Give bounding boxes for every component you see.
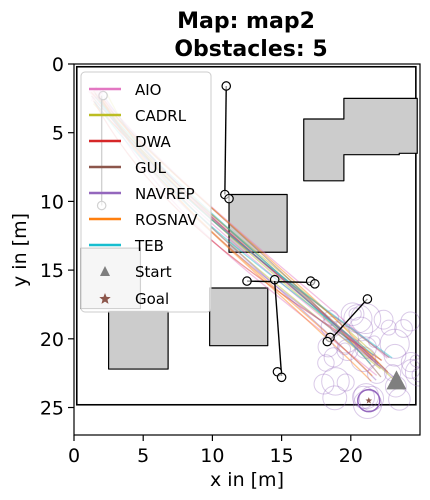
goal-marker	[365, 397, 373, 404]
navrep-loop-3	[323, 347, 344, 368]
y-tick-label-2: 10	[40, 191, 64, 213]
y-axis-ticks: 0 5 10 15 20 25	[40, 54, 74, 420]
y-tick-label-3: 15	[40, 260, 64, 282]
dynamic-obstacle-marker-0-2	[224, 193, 234, 204]
dynamic-obstacle-marker-3-1	[322, 336, 333, 347]
navrep-loop-24	[380, 319, 397, 336]
navrep-loop-33	[336, 339, 359, 361]
navrep-loop-11	[400, 352, 420, 373]
legend-box	[80, 71, 212, 313]
navrep-loop-28	[336, 373, 355, 392]
navrep-loop-19	[367, 364, 387, 384]
dynamic-obstacle-marker-3-2	[362, 294, 373, 304]
dynamic-obstacle-path-0	[224, 85, 227, 195]
x-tick-label-2: 10	[200, 445, 224, 467]
x-axis-label: x in [m]	[210, 469, 284, 491]
navrep-loop-4	[313, 373, 335, 395]
legend-label-navrep: NAVREP	[135, 185, 195, 203]
legend-label-gul: GUL	[135, 159, 167, 177]
x-tick-label-1: 5	[137, 445, 149, 467]
navrep-loop-31	[351, 385, 376, 409]
navrep-loop-9	[340, 302, 365, 327]
map-border	[75, 65, 417, 406]
chart-title-line1: Map: map2	[177, 9, 315, 34]
dynamic-obstacle-marker-0-0	[221, 81, 232, 91]
navrep-loop-25	[367, 335, 381, 348]
navrep-loop-10	[354, 336, 377, 359]
start-marker	[386, 370, 407, 390]
legend-label-rosnav: ROSNAV	[135, 211, 198, 229]
obstacle-0	[303, 97, 418, 182]
navrep-loop-23	[411, 367, 420, 383]
navrep-loop-18	[350, 303, 382, 335]
obstacle-4	[209, 287, 269, 347]
dynamic-obstacle-path-1	[246, 280, 314, 284]
dynamic-obstacle-marker-2-1	[276, 372, 287, 383]
navrep-loop-30	[394, 319, 413, 338]
plot-area	[73, 63, 421, 436]
navrep-loop-39	[317, 354, 335, 372]
navrep-loop-27	[348, 316, 374, 342]
navrep-loop-34	[348, 307, 362, 321]
y-tick-label-5: 25	[40, 398, 64, 420]
dynamic-obstacle-path-2	[273, 281, 283, 376]
legend-label-goal: Goal	[135, 290, 169, 308]
navrep-loop-29	[401, 359, 420, 379]
navrep-loop-38	[321, 367, 350, 396]
legend-label-start: Start	[135, 263, 172, 281]
navrep-loop-26	[409, 354, 420, 368]
navrep-loop-5	[379, 328, 410, 359]
legend-label-cadrl: CADRL	[135, 107, 187, 125]
dynamic-obstacle-path-3	[329, 298, 368, 341]
y-axis-label: y in [m]	[9, 213, 31, 287]
navrep-loop-2	[373, 309, 394, 330]
legend-label-dwa: DWA	[135, 133, 172, 151]
y-tick-label-1: 5	[52, 123, 64, 145]
navrep-loop-12	[322, 385, 348, 411]
y-tick-label-4: 20	[40, 329, 64, 351]
axes-frame	[73, 63, 421, 436]
navrep-loop-37	[338, 342, 352, 356]
dynamic-obstacle-marker-1-0	[242, 276, 252, 286]
x-tick-label-4: 20	[339, 445, 363, 467]
legend: AIO CADRL DWA GUL NAVREP ROSNAV TEB Start Goal	[80, 71, 212, 313]
chart-title-line2: Obstacles: 5	[174, 37, 327, 62]
legend-label-aio: AIO	[135, 81, 162, 99]
navrep-loop-17	[404, 358, 420, 387]
obstacle-3	[107, 310, 169, 370]
x-axis-ticks: 0 5 10 15 20	[68, 435, 363, 467]
navrep-loop-8	[323, 310, 339, 326]
navrep-loop-15	[350, 346, 377, 373]
legend-goal-marker	[99, 293, 111, 304]
navrep-loop-7	[343, 304, 373, 334]
legend-start-marker	[100, 266, 110, 276]
navrep-loop-35	[383, 343, 407, 367]
legend-label-teb: TEB	[134, 237, 164, 255]
obstacle-1	[228, 193, 288, 253]
x-tick-label-3: 15	[270, 445, 294, 467]
x-tick-label-0: 0	[68, 445, 80, 467]
goal-radius	[357, 388, 381, 413]
y-tick-label-0: 0	[52, 54, 64, 76]
dynamic-obstacle-marker-1-3	[310, 279, 320, 289]
